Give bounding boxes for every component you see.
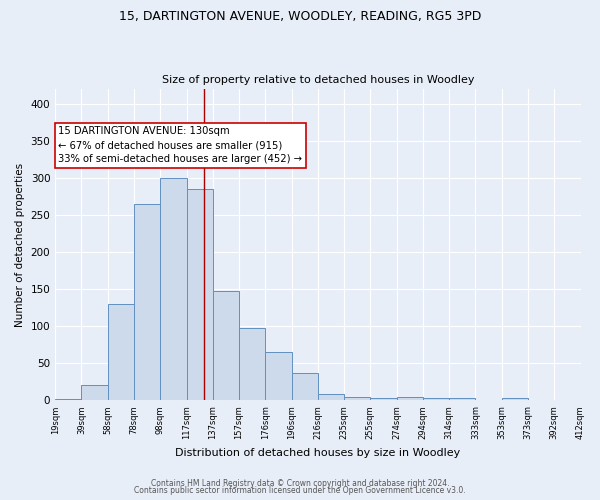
Bar xyxy=(187,189,213,400)
Bar xyxy=(213,292,239,401)
Bar xyxy=(502,398,528,400)
Text: Contains public sector information licensed under the Open Government Licence v3: Contains public sector information licen… xyxy=(134,486,466,495)
Bar xyxy=(292,373,318,400)
Text: Contains HM Land Registry data © Crown copyright and database right 2024.: Contains HM Land Registry data © Crown c… xyxy=(151,478,449,488)
Y-axis label: Number of detached properties: Number of detached properties xyxy=(15,162,25,326)
Bar xyxy=(265,352,292,401)
Bar xyxy=(82,386,108,400)
Bar xyxy=(239,328,265,400)
Text: 15 DARTINGTON AVENUE: 130sqm
← 67% of detached houses are smaller (915)
33% of s: 15 DARTINGTON AVENUE: 130sqm ← 67% of de… xyxy=(58,126,302,164)
Bar xyxy=(370,398,397,400)
Bar xyxy=(134,204,160,400)
Bar xyxy=(108,304,134,400)
Bar xyxy=(423,398,449,400)
Bar xyxy=(344,396,370,400)
Bar xyxy=(55,399,82,400)
Title: Size of property relative to detached houses in Woodley: Size of property relative to detached ho… xyxy=(161,76,474,86)
Bar xyxy=(397,398,423,400)
Text: 15, DARTINGTON AVENUE, WOODLEY, READING, RG5 3PD: 15, DARTINGTON AVENUE, WOODLEY, READING,… xyxy=(119,10,481,23)
Bar xyxy=(318,394,344,400)
Bar xyxy=(449,398,475,400)
Bar xyxy=(160,178,187,400)
X-axis label: Distribution of detached houses by size in Woodley: Distribution of detached houses by size … xyxy=(175,448,460,458)
